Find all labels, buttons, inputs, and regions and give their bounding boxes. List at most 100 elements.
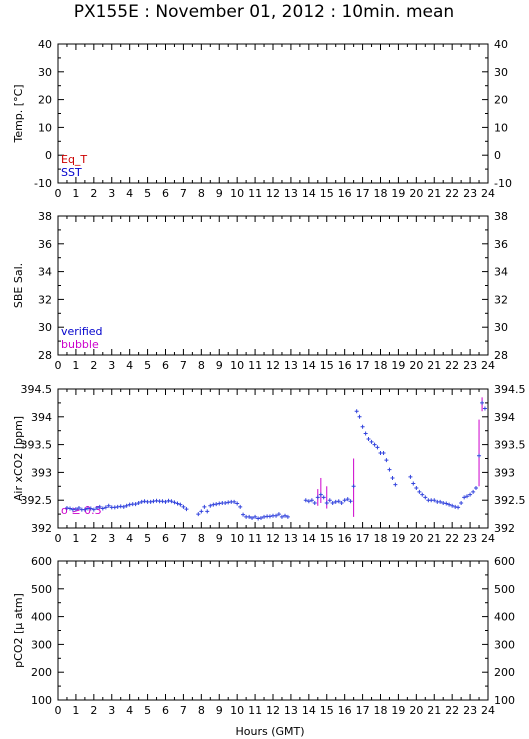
y-tick-label: 400 <box>31 611 52 624</box>
x-axis-label: Hours (GMT) <box>235 725 304 738</box>
x-tick-label: 5 <box>144 187 151 200</box>
data-point <box>100 506 105 511</box>
data-point <box>64 505 69 510</box>
y-tick-label-right: 300 <box>494 638 515 651</box>
x-tick-label: 22 <box>445 704 459 717</box>
y-tick-label: 10 <box>38 121 52 134</box>
data-point <box>76 505 81 510</box>
data-point <box>169 499 174 504</box>
data-point <box>103 505 108 510</box>
data-point <box>70 507 75 512</box>
x-tick-label: 24 <box>481 532 495 545</box>
y-tick-label-right: 100 <box>494 694 515 707</box>
data-point <box>408 474 413 479</box>
data-point <box>336 499 341 504</box>
data-point <box>363 431 368 436</box>
x-tick-label: 14 <box>302 359 316 372</box>
y-tick-label: 20 <box>38 94 52 107</box>
x-tick-label: 6 <box>162 704 169 717</box>
data-point <box>166 498 171 503</box>
y-tick-label-right: 32 <box>494 293 508 306</box>
data-point <box>345 497 350 502</box>
y-tick-label: 394 <box>31 411 52 424</box>
x-tick-label: 6 <box>162 187 169 200</box>
x-tick-label: 18 <box>374 704 388 717</box>
y-tick-label: 0 <box>45 149 52 162</box>
data-point <box>202 504 207 509</box>
data-point <box>238 504 243 509</box>
data-point <box>441 500 446 505</box>
data-point <box>321 495 326 500</box>
y-tick-label-right: 34 <box>494 266 508 279</box>
y-axis-label: SBE Sal. <box>12 263 25 308</box>
x-tick-label: 21 <box>427 359 441 372</box>
data-point <box>148 499 153 504</box>
chart-panels: 0 1 2 3 4 5 6 7 8 9 10 11 12 13 14 15 16 17 18 19 20 21 22 23 24… <box>12 38 526 717</box>
x-tick-label: 22 <box>445 532 459 545</box>
x-tick-label: 10 <box>230 704 244 717</box>
data-point <box>232 499 237 504</box>
data-point <box>369 439 374 444</box>
y-tick-label-right: 40 <box>494 38 508 51</box>
x-tick-label: 13 <box>284 704 298 717</box>
data-point <box>247 514 252 519</box>
y-axis-label: Temp. [°C] <box>12 84 25 143</box>
x-tick-label: 17 <box>356 359 370 372</box>
data-point <box>250 515 255 520</box>
data-point <box>333 499 338 504</box>
y-tick-label: 36 <box>38 238 52 251</box>
x-tick-label: 9 <box>216 187 223 200</box>
x-tick-label: 23 <box>463 704 477 717</box>
x-tick-label: 21 <box>427 532 441 545</box>
x-tick-label: 7 <box>180 359 187 372</box>
y-tick-label: 28 <box>38 349 52 362</box>
data-point <box>411 481 416 486</box>
y-tick-label: 38 <box>38 210 52 223</box>
x-tick-label: 20 <box>409 532 423 545</box>
y-tick-label: 200 <box>31 666 52 679</box>
data-point <box>241 512 246 517</box>
data-point <box>327 498 332 503</box>
x-tick-label: 17 <box>356 187 370 200</box>
x-tick-label: 1 <box>72 187 79 200</box>
x-tick-label: 2 <box>90 187 97 200</box>
x-tick-label: 5 <box>144 359 151 372</box>
x-tick-label: 2 <box>90 359 97 372</box>
x-tick-label: 0 <box>55 359 62 372</box>
data-point <box>106 503 111 508</box>
data-point <box>342 498 347 503</box>
data-point <box>279 514 284 519</box>
y-tick-label: -10 <box>34 177 52 190</box>
x-tick-label: 3 <box>108 532 115 545</box>
x-tick-label: 20 <box>409 704 423 717</box>
y-tick-label: 392 <box>31 522 52 535</box>
x-tick-label: 1 <box>72 532 79 545</box>
x-tick-label: 22 <box>445 359 459 372</box>
y-tick-label-right: 394 <box>494 411 515 424</box>
data-point <box>181 504 186 509</box>
y-tick-label-right: 10 <box>494 121 508 134</box>
data-point <box>258 515 263 520</box>
data-point <box>124 503 129 508</box>
data-point <box>387 467 392 472</box>
data-point <box>438 499 443 504</box>
data-point <box>372 442 377 447</box>
data-point <box>420 492 425 497</box>
data-point <box>459 500 464 505</box>
data-point <box>432 498 437 503</box>
legend-entry: Eq_T <box>61 153 87 166</box>
data-point <box>199 509 204 514</box>
data-point <box>178 502 183 507</box>
data-point <box>211 502 216 507</box>
x-tick-label: 10 <box>230 532 244 545</box>
y-tick-label: 300 <box>31 638 52 651</box>
y-tick-label-right: 36 <box>494 238 508 251</box>
x-tick-label: 9 <box>216 704 223 717</box>
data-point <box>453 504 458 509</box>
data-point <box>482 406 487 411</box>
data-point <box>447 502 452 507</box>
y-tick-label-right: 393 <box>494 466 515 479</box>
x-tick-label: 14 <box>302 187 316 200</box>
data-point <box>184 507 189 512</box>
data-point <box>253 514 258 519</box>
